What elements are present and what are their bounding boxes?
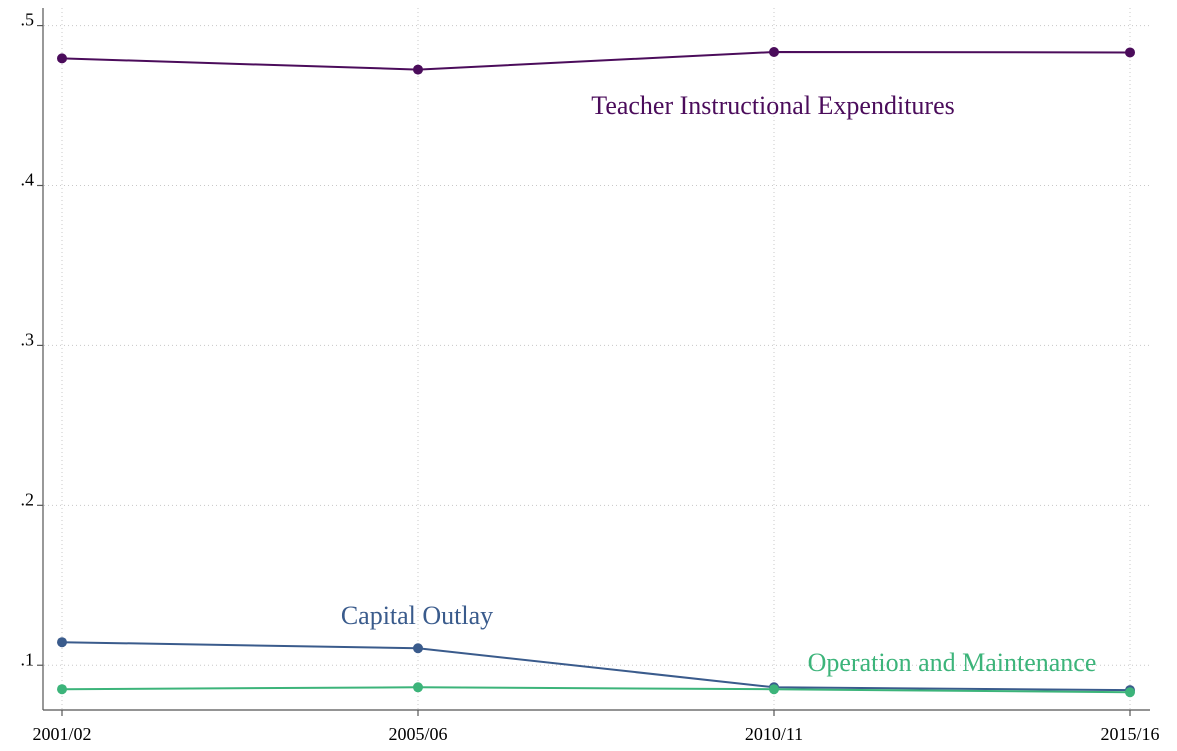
line	[61, 686, 1131, 694]
x-tick-label: 2010/11	[745, 724, 803, 744]
line	[61, 50, 1131, 71]
x-tick-label: 2001/02	[32, 724, 91, 744]
y-tick-label: .5	[21, 10, 35, 30]
point	[413, 64, 423, 75]
point	[1125, 687, 1135, 698]
line	[61, 641, 1131, 692]
point	[57, 684, 67, 695]
point	[57, 637, 67, 648]
point	[769, 46, 779, 57]
point	[57, 53, 67, 64]
y-tick-label: .3	[21, 330, 35, 350]
x-tick-label: 2015/16	[1100, 724, 1159, 744]
series-label: Capital Outlay	[341, 601, 493, 630]
series-label: Teacher Instructional Expenditures	[591, 91, 954, 120]
point	[769, 684, 779, 695]
y-tick-label: .1	[21, 649, 35, 669]
point	[1125, 47, 1135, 58]
y-tick-label: .2	[21, 489, 35, 509]
y-tick-label: .4	[21, 170, 35, 190]
point	[413, 682, 423, 693]
x-tick-label: 2005/06	[388, 724, 447, 744]
series-label: Operation and Maintenance	[808, 648, 1097, 677]
point	[413, 643, 423, 654]
